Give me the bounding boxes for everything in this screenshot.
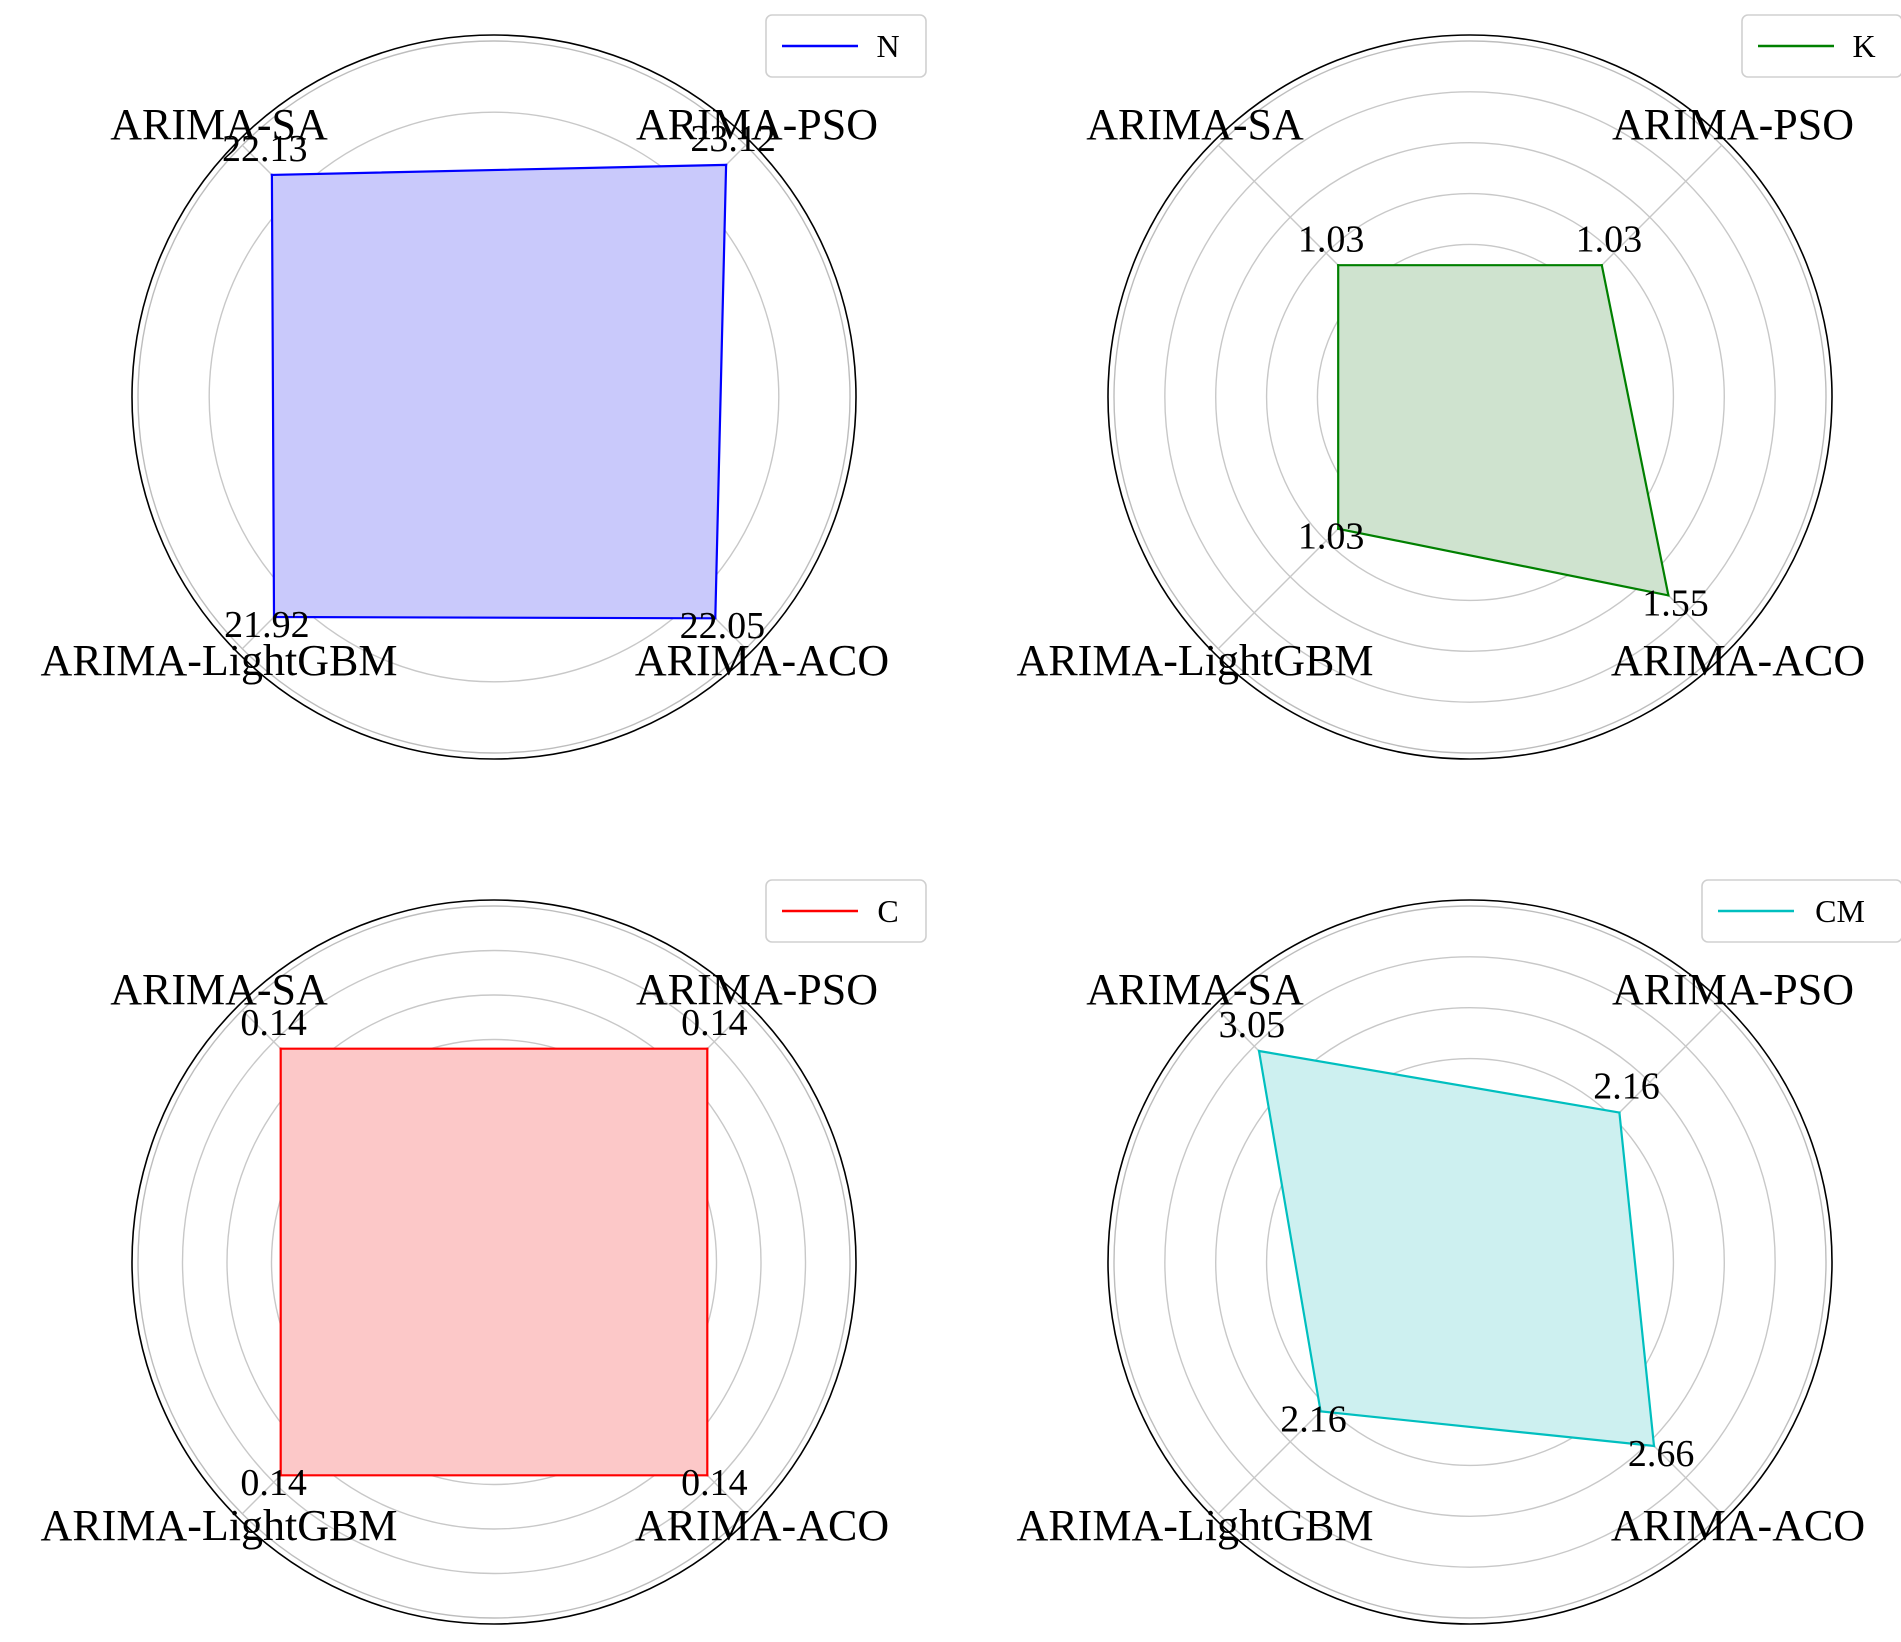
value-label: 21.92 xyxy=(224,604,310,646)
legend-label: CM xyxy=(1815,893,1865,929)
data-point-arima-sa xyxy=(279,1047,282,1050)
category-label-arima-lightgbm: ARIMA-LightGBM xyxy=(41,1501,398,1550)
legend-label: N xyxy=(876,28,899,64)
category-label-arima-lightgbm: ARIMA-LightGBM xyxy=(41,636,398,685)
category-label-arima-aco: ARIMA-ACO xyxy=(635,636,889,685)
value-label: 2.66 xyxy=(1628,1433,1695,1475)
grid-ring xyxy=(1215,1007,1725,1517)
data-point-arima-pso xyxy=(1618,1111,1621,1114)
category-label-arima-pso: ARIMA-PSO xyxy=(1612,965,1854,1014)
radar-panel-cm: ARIMA-PSO ARIMA-SA ARIMA-LightGBM ARIMA-ACO… xyxy=(1017,879,1901,1625)
value-label: 1.03 xyxy=(1298,218,1365,260)
legend-k: K xyxy=(1741,14,1901,78)
legend-n: N xyxy=(765,14,927,78)
value-label: 1.03 xyxy=(1298,516,1365,558)
outer-frame-circle xyxy=(131,34,857,760)
grid-ring xyxy=(208,111,780,683)
radar-panel-c: ARIMA-PSO ARIMA-SA ARIMA-LightGBM ARIMA-ACO… xyxy=(41,879,927,1625)
grid-ring xyxy=(1215,142,1725,652)
legend-box xyxy=(1701,879,1901,943)
value-label: 1.03 xyxy=(1576,218,1643,260)
value-label: 2.16 xyxy=(1280,1398,1347,1440)
grid-ring xyxy=(1164,91,1776,703)
category-label-arima-aco: ARIMA-ACO xyxy=(1611,1501,1865,1550)
series-area-n xyxy=(270,163,728,620)
series-area-cm xyxy=(1257,1049,1656,1448)
value-label: 0.14 xyxy=(240,1002,307,1044)
data-point-arima-pso xyxy=(724,163,728,167)
data-point-arima-lightgbm xyxy=(1336,527,1340,531)
outer-grid-circle xyxy=(1113,905,1827,1619)
series-area-c xyxy=(279,1047,709,1477)
data-point-arima-aco xyxy=(714,617,717,620)
outer-frame-circle xyxy=(131,899,857,1625)
outer-grid-circle xyxy=(137,40,851,754)
value-label: 0.14 xyxy=(681,1002,748,1044)
grid-ring xyxy=(181,949,807,1575)
legend-label: C xyxy=(877,893,898,929)
data-point-arima-lightgbm xyxy=(279,1474,282,1477)
value-label: 22.05 xyxy=(680,605,766,647)
category-label-arima-aco: ARIMA-ACO xyxy=(1611,636,1865,685)
grid-ring xyxy=(270,1038,718,1486)
category-label-arima-sa: ARIMA-SA xyxy=(110,965,328,1014)
category-label-arima-pso: ARIMA-PSO xyxy=(636,100,878,149)
category-label-arima-pso: ARIMA-PSO xyxy=(1612,100,1854,149)
radar-panel-k: ARIMA-PSO ARIMA-SA ARIMA-LightGBM ARIMA-ACO… xyxy=(1017,14,1901,760)
legend-cm: CM xyxy=(1701,879,1901,943)
data-point-arima-aco xyxy=(706,1474,709,1477)
category-label-arima-sa: ARIMA-SA xyxy=(1086,965,1304,1014)
grid-ring xyxy=(226,994,762,1530)
category-label-arima-sa: ARIMA-SA xyxy=(1086,100,1304,149)
category-label-arima-pso: ARIMA-PSO xyxy=(636,965,878,1014)
data-point-arima-pso xyxy=(706,1047,709,1050)
data-point-arima-sa xyxy=(270,173,274,177)
value-label: 3.05 xyxy=(1219,1004,1286,1046)
data-point-arima-lightgbm xyxy=(272,615,276,619)
category-label-arima-sa: ARIMA-SA xyxy=(110,100,328,149)
grid-ring xyxy=(1265,192,1675,602)
category-label-arima-lightgbm: ARIMA-LightGBM xyxy=(1017,1501,1374,1550)
grid-ring xyxy=(1164,956,1776,1568)
data-point-arima-sa xyxy=(1336,263,1340,267)
outer-grid-circle xyxy=(1113,40,1827,754)
data-point-arima-aco xyxy=(1652,1444,1656,1448)
legend-label: K xyxy=(1852,28,1875,64)
grid-ring xyxy=(1265,1057,1675,1467)
value-label: 23.12 xyxy=(690,118,776,160)
outer-grid-circle xyxy=(137,905,851,1619)
outer-frame-circle xyxy=(1107,34,1833,760)
data-point-arima-lightgbm xyxy=(1319,1410,1322,1413)
value-label: 0.14 xyxy=(240,1462,307,1504)
radar-panel-n: ARIMA-PSO ARIMA-SA ARIMA-LightGBM ARIMA-ACO… xyxy=(41,14,927,760)
data-point-arima-pso xyxy=(1600,263,1604,267)
value-label: 0.14 xyxy=(681,1462,748,1504)
value-label: 2.16 xyxy=(1593,1066,1660,1108)
data-point-arima-aco xyxy=(1667,594,1670,597)
data-point-arima-sa xyxy=(1257,1049,1261,1053)
outer-frame-circle xyxy=(1107,899,1833,1625)
category-label-arima-aco: ARIMA-ACO xyxy=(635,1501,889,1550)
value-label: 22.13 xyxy=(222,128,308,170)
category-label-arima-lightgbm: ARIMA-LightGBM xyxy=(1017,636,1374,685)
legend-c: C xyxy=(765,879,927,943)
value-label: 1.55 xyxy=(1642,582,1709,624)
series-area-k xyxy=(1337,264,1670,597)
